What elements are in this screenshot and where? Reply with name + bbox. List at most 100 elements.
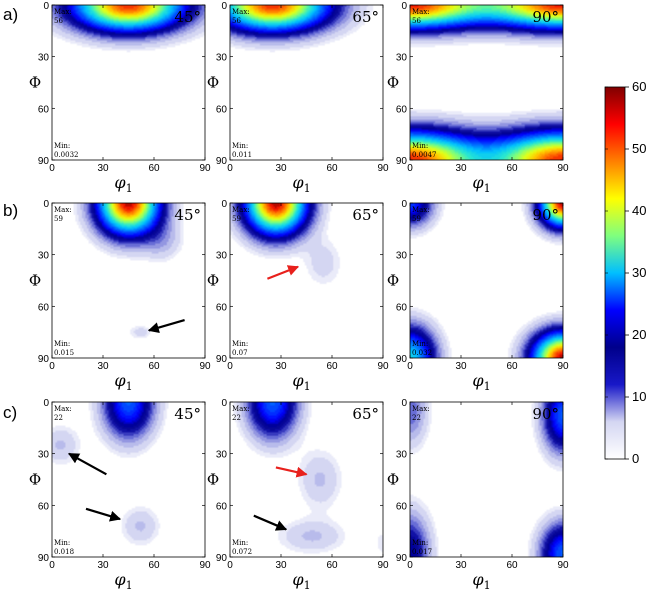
panel-frame bbox=[51, 202, 206, 359]
heatmap-image bbox=[410, 5, 563, 160]
y-tick-label: 90 bbox=[396, 553, 408, 564]
y-tick-label: 60 bbox=[216, 501, 228, 512]
x-tick-label: 30 bbox=[455, 361, 467, 372]
x-axis-symbol: φ bbox=[292, 570, 304, 589]
x-axis-subscript: 1 bbox=[126, 380, 133, 393]
y-tick-label: 30 bbox=[38, 53, 50, 64]
red-arrow bbox=[266, 265, 300, 280]
y-tick-label: 90 bbox=[396, 156, 408, 167]
x-tick-label: 90 bbox=[557, 163, 569, 174]
x-tick-label: 0 bbox=[407, 361, 413, 372]
colorbar-ticks: 0 10 20 30 40 50 60 bbox=[605, 79, 646, 466]
x-axis-subscript: 1 bbox=[484, 579, 491, 592]
y-tick-label: 0 bbox=[221, 398, 227, 409]
min-label: Min: bbox=[232, 142, 248, 150]
x-tick-label: 60 bbox=[326, 163, 338, 174]
max-value: 22 bbox=[54, 414, 63, 422]
row-label-a: a) bbox=[3, 5, 18, 24]
x-axis-subscript: 1 bbox=[304, 579, 311, 592]
x-axis-label: φ1 bbox=[472, 173, 490, 195]
y-axis-label: Φ bbox=[29, 471, 41, 489]
y-tick-label: 0 bbox=[401, 1, 407, 12]
x-axis-label: φ1 bbox=[114, 570, 132, 592]
y-tick-label: 0 bbox=[401, 199, 407, 210]
x-tick-label: 0 bbox=[49, 560, 55, 571]
y-tick-label: 0 bbox=[221, 1, 227, 12]
x-axis-symbol: φ bbox=[292, 371, 304, 390]
max-label: Max: bbox=[54, 8, 72, 16]
x-tick-label: 60 bbox=[148, 163, 160, 174]
x-tick-label: 90 bbox=[199, 560, 211, 571]
y-tick-label: 0 bbox=[401, 398, 407, 409]
max-label: Max: bbox=[232, 206, 250, 214]
max-value: 59 bbox=[232, 215, 241, 223]
min-label: Min: bbox=[232, 340, 248, 348]
min-label: Min: bbox=[54, 340, 70, 348]
angle-label: 45° bbox=[174, 405, 201, 423]
y-tick-label: 90 bbox=[216, 553, 228, 564]
x-tick-label: 0 bbox=[49, 361, 55, 372]
heatmap-image bbox=[52, 402, 205, 557]
x-tick-label: 60 bbox=[506, 361, 518, 372]
heatmap-image bbox=[52, 203, 205, 358]
red-arrow bbox=[275, 466, 308, 478]
x-axis-label: φ1 bbox=[472, 570, 490, 592]
panel-frame bbox=[229, 4, 384, 161]
x-axis-symbol: φ bbox=[114, 570, 126, 589]
max-value: 59 bbox=[412, 215, 421, 223]
y-tick-label: 0 bbox=[43, 398, 49, 409]
x-tick-label: 30 bbox=[455, 163, 467, 174]
x-tick-label: 0 bbox=[227, 560, 233, 571]
y-tick-label: 30 bbox=[38, 450, 50, 461]
x-axis-symbol: φ bbox=[472, 173, 484, 192]
colorbar-tick-label: 50 bbox=[632, 141, 646, 156]
y-tick-label: 30 bbox=[216, 450, 228, 461]
panel-frame bbox=[229, 202, 384, 359]
y-tick-label: 90 bbox=[38, 156, 50, 167]
angle-label: 90° bbox=[532, 206, 559, 224]
angle-label: 65° bbox=[352, 206, 379, 224]
y-tick-label: 90 bbox=[396, 354, 408, 365]
panel-frame bbox=[51, 4, 206, 161]
y-axis-label: Φ bbox=[29, 272, 41, 290]
angle-label: 90° bbox=[532, 8, 559, 26]
min-label: Min: bbox=[54, 539, 70, 547]
heatmap-image bbox=[230, 5, 383, 160]
x-tick-label: 60 bbox=[148, 361, 160, 372]
max-label: Max: bbox=[232, 405, 250, 413]
min-value: 0.0032 bbox=[54, 151, 79, 159]
colorbar-tick-label: 0 bbox=[632, 451, 639, 466]
y-axis-label: Φ bbox=[387, 272, 399, 290]
max-label: Max: bbox=[232, 8, 250, 16]
x-axis-subscript: 1 bbox=[484, 380, 491, 393]
panel-frame bbox=[409, 202, 564, 359]
colorbar-tick-label: 10 bbox=[632, 389, 646, 404]
y-tick-label: 30 bbox=[396, 251, 408, 262]
y-tick-label: 30 bbox=[396, 450, 408, 461]
y-tick-label: 60 bbox=[38, 501, 50, 512]
row-label-b: b) bbox=[3, 201, 18, 220]
y-tick-label: 0 bbox=[221, 199, 227, 210]
max-value: 56 bbox=[54, 17, 63, 25]
x-tick-label: 60 bbox=[506, 163, 518, 174]
min-value: 0.011 bbox=[232, 151, 252, 159]
x-tick-label: 0 bbox=[227, 361, 233, 372]
max-label: Max: bbox=[412, 8, 430, 16]
x-axis-symbol: φ bbox=[472, 570, 484, 589]
x-axis-subscript: 1 bbox=[484, 182, 491, 195]
min-label: Min: bbox=[54, 142, 70, 150]
angle-label: 65° bbox=[352, 405, 379, 423]
panel-frame bbox=[51, 401, 206, 558]
x-axis-subscript: 1 bbox=[126, 182, 133, 195]
x-axis-symbol: φ bbox=[114, 173, 126, 192]
x-tick-label: 30 bbox=[97, 163, 109, 174]
x-tick-label: 90 bbox=[199, 163, 211, 174]
heatmap-image bbox=[410, 203, 563, 358]
